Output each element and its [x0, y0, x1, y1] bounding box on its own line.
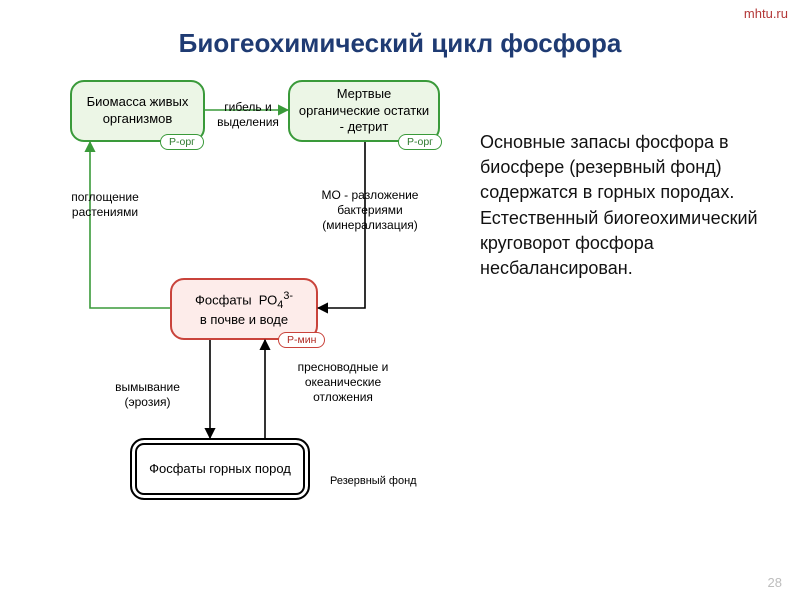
node-detritus: Мертвые органические остатки - детрит [288, 80, 440, 142]
node-detritus-label: Мертвые органические остатки - детрит [296, 86, 432, 137]
node-biomass-label: Биомасса живых организмов [78, 94, 197, 128]
edge-label-e2: МО - разложение бактериями (минерализаци… [300, 188, 440, 233]
page-number: 28 [768, 575, 782, 590]
node-phosphates-label: Фосфаты РО43-в почве и воде [195, 289, 293, 329]
node-rocks-label: Фосфаты горных пород [149, 461, 291, 478]
node-rocks: Фосфаты горных пород [130, 438, 310, 500]
node-biomass: Биомасса живых организмов [70, 80, 205, 142]
watermark: mhtu.ru [744, 6, 788, 21]
edge-label-e3: поглощение растениями [60, 190, 150, 220]
side-text: Основные запасы фосфора в биосфере (резе… [480, 130, 770, 281]
edge-e3 [90, 142, 170, 308]
badge-phosphates: Р-мин [278, 332, 325, 348]
edge-label-e5: пресноводные и океанические отложения [278, 360, 408, 405]
node-phosphates: Фосфаты РО43-в почве и воде [170, 278, 318, 340]
edge-label-e1: гибель и выделения [208, 100, 288, 130]
badge-biomass: Р-орг [160, 134, 204, 150]
edge-label-e4: вымывание (эрозия) [100, 380, 195, 410]
page-title: Биогеохимический цикл фосфора [0, 28, 800, 59]
extra-label-0: Резервный фонд [330, 475, 417, 489]
badge-detritus: Р-орг [398, 134, 442, 150]
